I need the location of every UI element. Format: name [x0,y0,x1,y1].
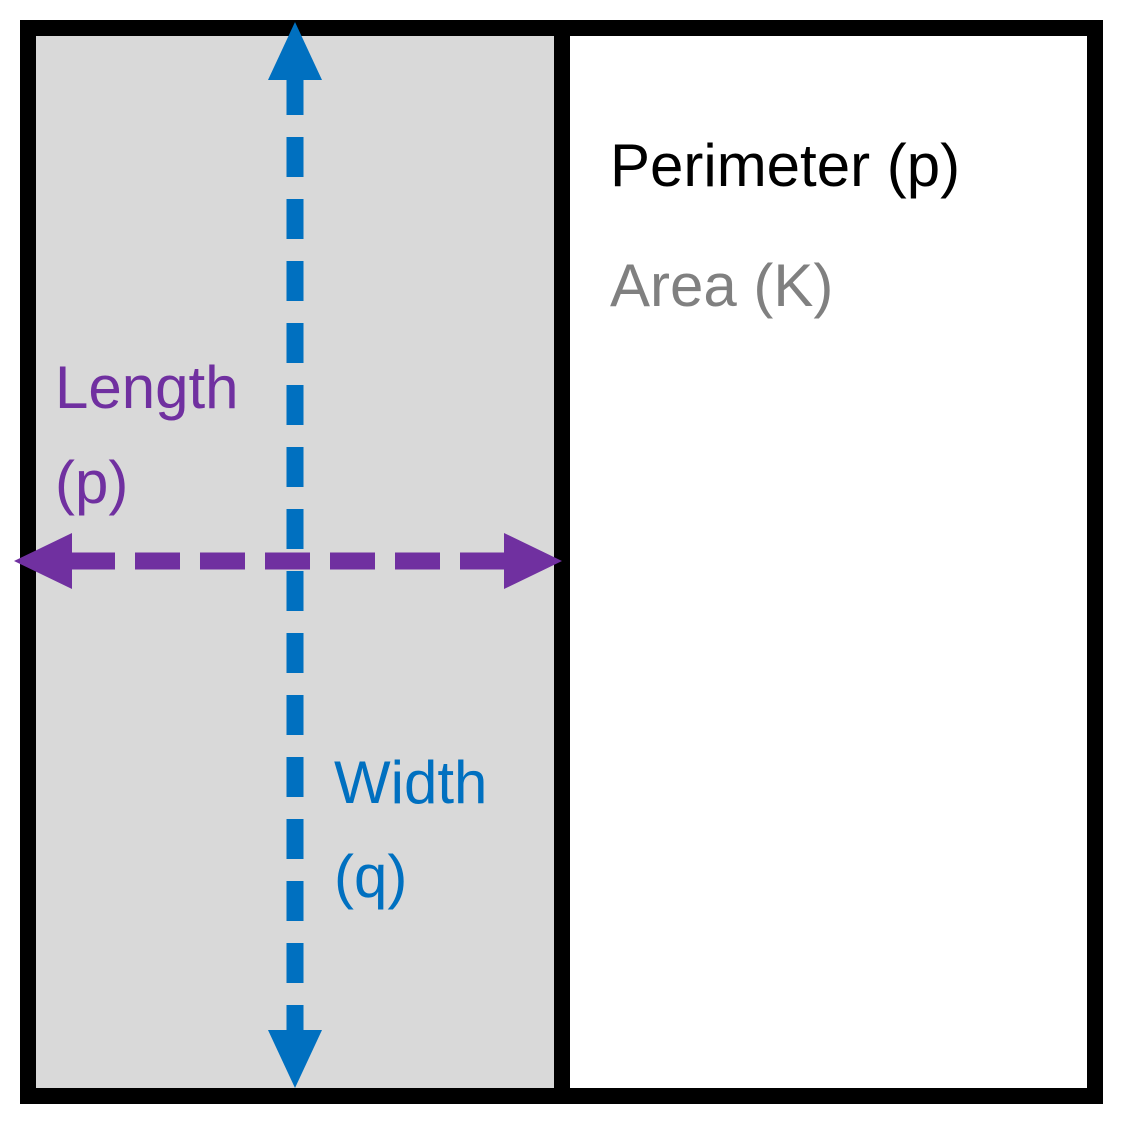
width-arrow-head-bottom [268,1030,322,1088]
outer-square-border [20,20,1103,1104]
width-arrow [268,22,322,1088]
width-label-line2: (q) [334,843,407,910]
width-label-line1: Width [334,749,487,816]
length-label-line1: Length [55,354,239,421]
perimeter-label: Perimeter (p) [610,132,960,199]
length-arrow [14,533,562,589]
area-label: Area (K) [610,252,833,319]
width-arrow-head-top [268,22,322,80]
length-arrow-head-right [504,533,562,589]
length-arrow-head-left [14,533,72,589]
length-label-line2: (p) [55,449,128,516]
